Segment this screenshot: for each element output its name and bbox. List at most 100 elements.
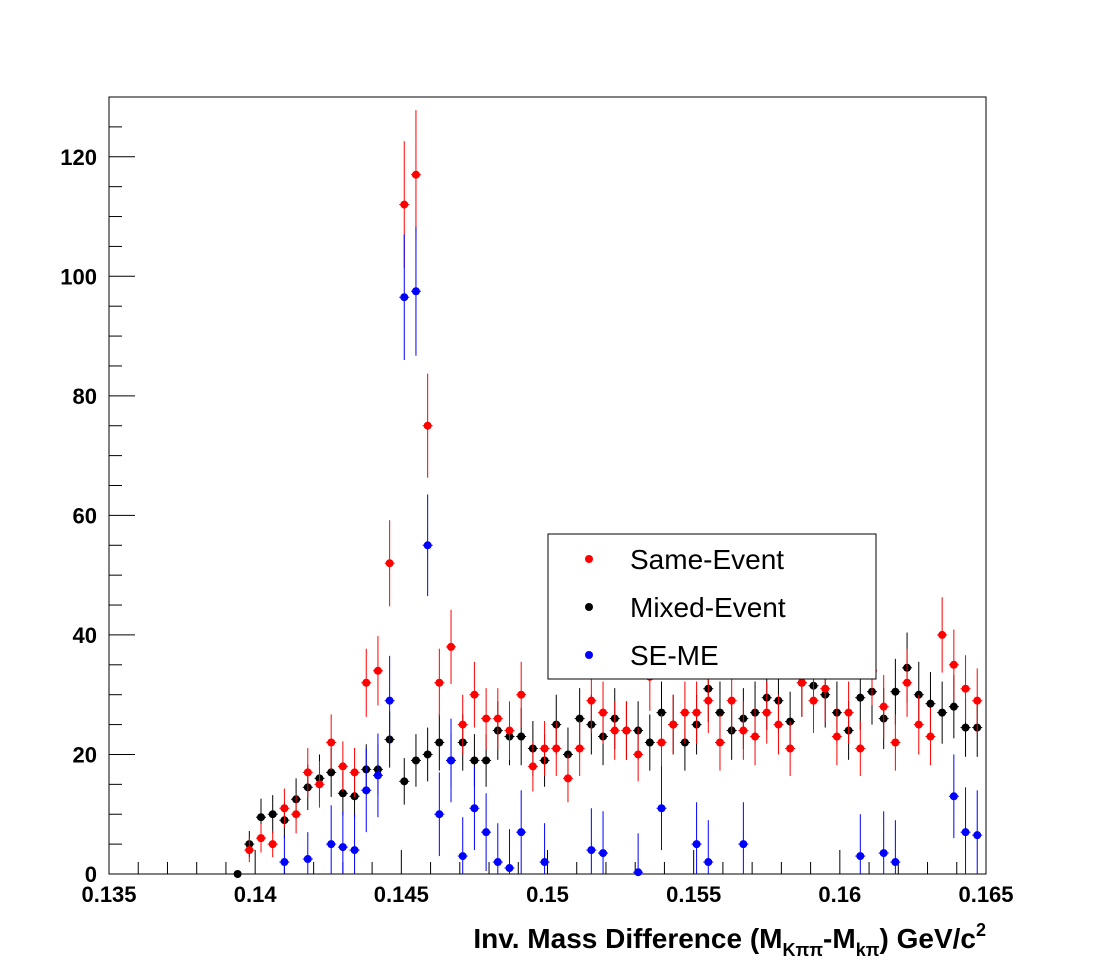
data-point xyxy=(385,696,394,705)
data-point xyxy=(338,789,347,798)
data-point xyxy=(856,852,865,861)
data-point xyxy=(949,792,958,801)
data-point xyxy=(245,846,254,855)
data-point xyxy=(400,777,409,786)
data-point xyxy=(599,708,608,717)
data-point xyxy=(903,678,912,687)
data-point xyxy=(292,810,301,819)
data-point xyxy=(338,762,347,771)
data-point xyxy=(680,708,689,717)
legend-marker-mixed-event xyxy=(585,603,593,611)
x-tick-label: 0.145 xyxy=(374,882,429,907)
data-point xyxy=(435,678,444,687)
axis-ticks xyxy=(108,96,987,875)
legend-label-se-me: SE-ME xyxy=(630,640,719,671)
data-point xyxy=(411,170,420,179)
data-point xyxy=(528,762,537,771)
y-tick-label: 100 xyxy=(60,264,97,289)
series-layer xyxy=(232,110,983,878)
data-point xyxy=(727,696,736,705)
data-point xyxy=(891,858,900,867)
data-point xyxy=(563,774,572,783)
data-point xyxy=(327,840,336,849)
data-point xyxy=(961,828,970,837)
data-point xyxy=(739,840,748,849)
data-point xyxy=(645,738,654,747)
y-tick-label: 60 xyxy=(73,503,97,528)
data-point xyxy=(280,804,289,813)
x-tick-label: 0.14 xyxy=(234,882,278,907)
y-tick-label: 0 xyxy=(85,862,97,887)
data-point xyxy=(447,756,456,765)
data-point xyxy=(879,849,888,858)
data-point xyxy=(458,852,467,861)
data-point xyxy=(961,684,970,693)
data-point xyxy=(411,287,420,296)
data-point xyxy=(517,690,526,699)
data-point xyxy=(610,726,619,735)
data-point xyxy=(879,702,888,711)
data-point xyxy=(327,768,336,777)
data-point xyxy=(435,810,444,819)
data-point xyxy=(482,714,491,723)
data-point xyxy=(470,756,479,765)
x-tick-label: 0.155 xyxy=(666,882,721,907)
data-point xyxy=(350,846,359,855)
data-point xyxy=(762,708,771,717)
data-point xyxy=(704,858,713,867)
data-point xyxy=(423,750,432,759)
data-point xyxy=(938,630,947,639)
data-point xyxy=(447,642,456,651)
data-point xyxy=(338,843,347,852)
data-point xyxy=(587,696,596,705)
data-point xyxy=(634,868,643,877)
data-point xyxy=(973,696,982,705)
data-point xyxy=(303,855,312,864)
data-point xyxy=(493,858,502,867)
data-point xyxy=(856,693,865,702)
data-point xyxy=(493,714,502,723)
data-point xyxy=(303,768,312,777)
y-tick-label: 120 xyxy=(60,145,97,170)
data-point xyxy=(692,708,701,717)
data-point xyxy=(575,714,584,723)
data-point xyxy=(739,726,748,735)
data-point xyxy=(891,687,900,696)
x-tick-label: 0.15 xyxy=(526,882,569,907)
series-same-event xyxy=(244,110,983,863)
data-point xyxy=(657,804,666,813)
data-point xyxy=(786,744,795,753)
legend-marker-se-me xyxy=(585,651,593,659)
data-point xyxy=(774,720,783,729)
data-point xyxy=(856,744,865,753)
x-tick-labels: 0.135 0.14 0.145 0.15 0.155 0.16 0.165 xyxy=(81,882,1013,907)
data-point xyxy=(268,810,277,819)
data-point xyxy=(505,864,514,873)
plot-frame xyxy=(108,96,987,875)
data-point xyxy=(540,858,549,867)
data-point xyxy=(517,828,526,837)
data-point xyxy=(926,732,935,741)
data-point xyxy=(692,840,701,849)
data-point xyxy=(657,738,666,747)
data-point xyxy=(373,666,382,675)
data-point xyxy=(622,726,631,735)
data-point xyxy=(385,559,394,568)
series-se-me xyxy=(279,226,983,877)
data-point xyxy=(809,696,818,705)
data-point xyxy=(587,846,596,855)
data-point xyxy=(552,744,561,753)
data-point xyxy=(797,678,806,687)
legend-label-mixed-event: Mixed-Event xyxy=(630,592,786,623)
data-point xyxy=(327,738,336,747)
y-tick-labels: 0 20 40 60 80 100 120 xyxy=(60,145,97,887)
data-point xyxy=(257,813,266,822)
data-point xyxy=(400,200,409,209)
legend-label-same-event: Same-Event xyxy=(630,544,784,575)
data-point xyxy=(350,768,359,777)
x-tick-label: 0.135 xyxy=(81,882,136,907)
data-point xyxy=(435,738,444,747)
data-point xyxy=(634,750,643,759)
data-point xyxy=(423,541,432,550)
data-point xyxy=(540,744,549,753)
